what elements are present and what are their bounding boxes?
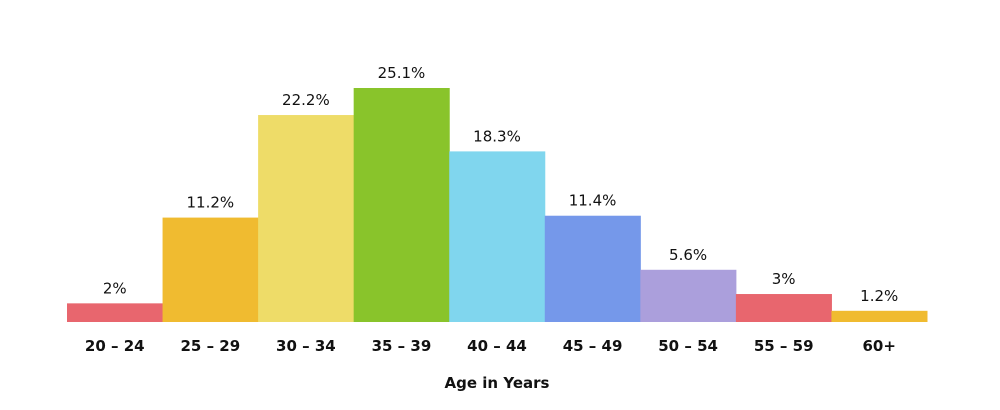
bar-7 [735,294,832,322]
bar-4 [449,151,546,322]
value-label-6: 5.6% [669,246,707,264]
bar-8 [831,310,928,322]
bar-0 [67,303,164,322]
x-tick-label-6: 50 – 54 [658,337,718,355]
bar-5 [544,215,641,322]
value-label-3: 25.1% [378,64,426,82]
x-tick-label-2: 30 – 34 [276,337,336,355]
bars-layer [67,88,928,322]
value-label-2: 22.2% [282,91,330,109]
bar-2 [258,115,355,322]
bar-3 [353,88,450,322]
value-label-5: 11.4% [569,192,617,210]
value-label-7: 3% [772,270,796,288]
x-tick-label-0: 20 – 24 [85,337,145,355]
bar-6 [640,269,737,322]
x-tick-label-5: 45 – 49 [563,337,623,355]
x-axis-title: Age in Years [445,374,550,392]
x-axis-tick-labels: 20 – 24 25 – 29 30 – 34 35 – 39 40 – 44 45 – … [85,337,896,355]
x-tick-label-7: 55 – 59 [754,337,814,355]
x-tick-label-1: 25 – 29 [180,337,240,355]
value-labels-layer: 2% 11.2% 22.2% 25.1% 18.3% 11.4% 5.6% 3% 1.2% [103,64,898,305]
bar-1 [162,217,259,322]
value-label-0: 2% [103,279,127,297]
value-label-1: 11.2% [187,194,235,212]
x-tick-label-8: 60+ [862,337,895,355]
x-tick-label-3: 35 – 39 [372,337,432,355]
value-label-8: 1.2% [860,287,898,305]
value-label-4: 18.3% [473,127,521,145]
x-tick-label-4: 40 – 44 [467,337,527,355]
